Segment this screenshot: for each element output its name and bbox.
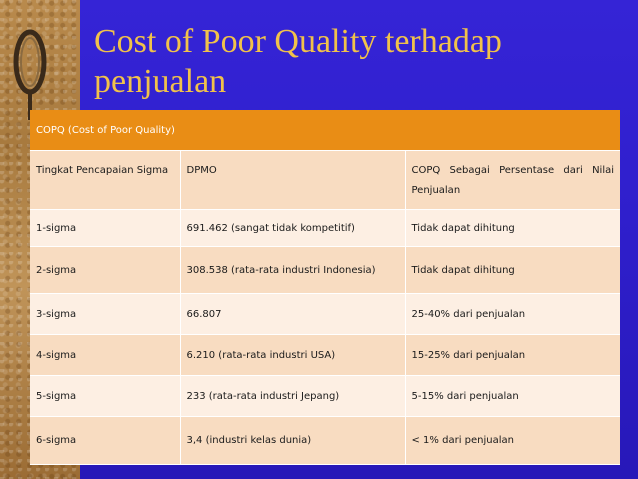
copq-cell: 25-40% dari penjualan bbox=[404, 293, 621, 335]
dpmo-cell: 3,4 (industri kelas dunia) bbox=[179, 416, 405, 465]
sigma-cell: 5-sigma bbox=[30, 375, 180, 417]
column-header-copq-line2: Penjualan bbox=[411, 185, 461, 196]
table-row: 3-sigma 66.807 25-40% dari penjualan bbox=[30, 293, 621, 335]
sigma-cell: 6-sigma bbox=[30, 416, 180, 465]
table-row: 6-sigma 3,4 (industri kelas dunia) < 1% … bbox=[30, 416, 621, 465]
sigma-cell: 2-sigma bbox=[30, 246, 180, 294]
copq-table: COPQ (Cost of Poor Quality) Tingkat Penc… bbox=[30, 110, 621, 465]
table-header: COPQ (Cost of Poor Quality) bbox=[30, 110, 621, 151]
sigma-cell: 3-sigma bbox=[30, 293, 180, 335]
column-header-dpmo: DPMO bbox=[179, 150, 405, 210]
table-row: 5-sigma 233 (rata-rata industri Jepang) … bbox=[30, 375, 621, 417]
sigma-cell: 1-sigma bbox=[30, 209, 180, 247]
copq-cell: 15-25% dari penjualan bbox=[404, 334, 621, 376]
dpmo-cell: 66.807 bbox=[179, 293, 405, 335]
copq-cell: Tidak dapat dihitung bbox=[404, 209, 621, 247]
column-header-copq: COPQ Sebagai Persentase dari Nilai Penju… bbox=[404, 150, 621, 210]
copq-cell: < 1% dari penjualan bbox=[404, 416, 621, 465]
column-header-row: Tingkat Pencapaian Sigma DPMO COPQ Sebag… bbox=[30, 150, 621, 210]
copq-cell: Tidak dapat dihitung bbox=[404, 246, 621, 294]
sigma-cell: 4-sigma bbox=[30, 334, 180, 376]
title-line-2: penjualan bbox=[94, 63, 227, 100]
table-row: 2-sigma 308.538 (rata-rata industri Indo… bbox=[30, 246, 621, 294]
dpmo-cell: 6.210 (rata-rata industri USA) bbox=[179, 334, 405, 376]
copq-cell: 5-15% dari penjualan bbox=[404, 375, 621, 417]
slide-title: Cost of Poor Quality terhadap penjualan bbox=[94, 22, 614, 102]
dpmo-cell: 691.462 (sangat tidak kompetitif) bbox=[179, 209, 405, 247]
column-header-sigma: Tingkat Pencapaian Sigma bbox=[30, 150, 180, 210]
column-header-copq-line1: COPQ Sebagai Persentase dari Nilai bbox=[411, 165, 615, 176]
table-row: 4-sigma 6.210 (rata-rata industri USA) 1… bbox=[30, 334, 621, 376]
dpmo-cell: 308.538 (rata-rata industri Indonesia) bbox=[179, 246, 405, 294]
table-row: 1-sigma 691.462 (sangat tidak kompetitif… bbox=[30, 209, 621, 247]
dpmo-cell: 233 (rata-rata industri Jepang) bbox=[179, 375, 405, 417]
title-line-1: Cost of Poor Quality terhadap bbox=[94, 23, 502, 60]
table-header-row: COPQ (Cost of Poor Quality) bbox=[30, 110, 621, 151]
